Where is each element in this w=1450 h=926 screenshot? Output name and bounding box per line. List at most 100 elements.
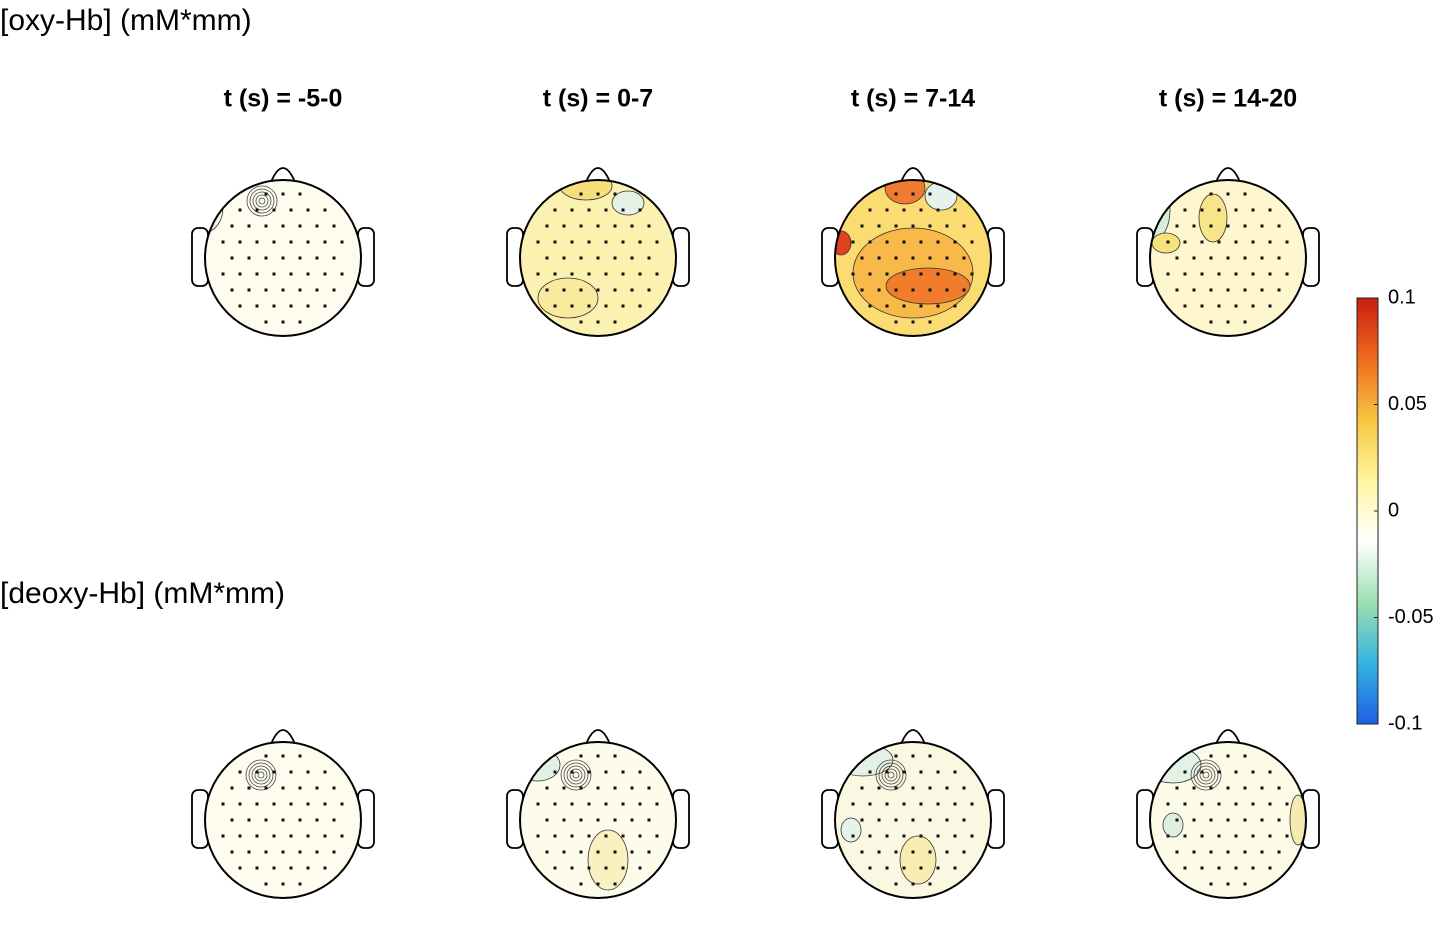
electrode xyxy=(255,208,259,212)
electrode xyxy=(647,288,651,292)
electrode xyxy=(1226,882,1230,886)
contour xyxy=(560,759,592,791)
electrode xyxy=(613,754,617,758)
electrode xyxy=(1175,288,1179,292)
electrode xyxy=(298,256,302,260)
electrode xyxy=(306,208,310,212)
electrode xyxy=(570,304,574,308)
electrode xyxy=(264,786,268,790)
electrode xyxy=(1243,882,1247,886)
electrode xyxy=(911,850,915,854)
electrode xyxy=(953,304,957,308)
contour xyxy=(245,759,277,791)
electrode xyxy=(1234,866,1238,870)
row-label: [deoxy-Hb] (mM*mm) xyxy=(0,577,285,610)
head xyxy=(191,729,375,899)
colorbar-label: -0.05 xyxy=(1388,606,1434,628)
electrode xyxy=(255,866,259,870)
electrode xyxy=(902,802,906,806)
electrode xyxy=(613,256,617,260)
electrode xyxy=(221,272,225,276)
electrode xyxy=(1217,866,1221,870)
electrode xyxy=(860,818,864,822)
electrode xyxy=(936,770,940,774)
electrode xyxy=(1183,272,1187,276)
electrode xyxy=(596,850,600,854)
electrode xyxy=(1251,272,1255,276)
electrode xyxy=(621,272,625,276)
electrode xyxy=(272,770,276,774)
electrode xyxy=(298,224,302,228)
electrode xyxy=(928,320,932,324)
electrode xyxy=(860,256,864,260)
electrode xyxy=(1251,834,1255,838)
electrode xyxy=(1277,786,1281,790)
electrode xyxy=(264,754,268,758)
electrode xyxy=(604,272,608,276)
electrode xyxy=(264,192,268,196)
electrode xyxy=(613,882,617,886)
electrode xyxy=(638,834,642,838)
electrode xyxy=(1183,208,1187,212)
electrode xyxy=(928,818,932,822)
electrode xyxy=(1175,224,1179,228)
electrode xyxy=(340,272,344,276)
electrode xyxy=(894,754,898,758)
electrode xyxy=(238,272,242,276)
electrode xyxy=(1260,256,1264,260)
electrode xyxy=(936,834,940,838)
electrode xyxy=(1183,240,1187,244)
electrode xyxy=(264,256,268,260)
contour xyxy=(248,762,274,788)
electrode xyxy=(962,786,966,790)
electrode xyxy=(1268,208,1272,212)
electrode xyxy=(945,224,949,228)
electrode xyxy=(911,320,915,324)
map-blob xyxy=(884,180,926,205)
electrode xyxy=(928,224,932,228)
electrode xyxy=(323,272,327,276)
electrode xyxy=(315,288,319,292)
electrode xyxy=(604,208,608,212)
electrode xyxy=(221,834,225,838)
electrode xyxy=(272,240,276,244)
electrode xyxy=(953,208,957,212)
electrode xyxy=(587,208,591,212)
electrode xyxy=(570,802,574,806)
electrode xyxy=(553,272,557,276)
electrode xyxy=(230,786,234,790)
electrode xyxy=(1166,272,1170,276)
electrode xyxy=(868,866,872,870)
electrode xyxy=(885,240,889,244)
electrode xyxy=(911,754,915,758)
electrode xyxy=(1277,256,1281,260)
electrode xyxy=(911,882,915,886)
electrode xyxy=(264,224,268,228)
electrode xyxy=(545,288,549,292)
electrode xyxy=(562,850,566,854)
electrode xyxy=(562,288,566,292)
electrode xyxy=(553,802,557,806)
electrode xyxy=(1234,834,1238,838)
electrode xyxy=(928,754,932,758)
electrode xyxy=(1268,802,1272,806)
electrode xyxy=(851,240,855,244)
electrode xyxy=(630,224,634,228)
electrode xyxy=(621,208,625,212)
contour xyxy=(563,762,589,788)
electrode xyxy=(655,802,659,806)
electrode xyxy=(1192,288,1196,292)
electrode xyxy=(1268,770,1272,774)
electrode xyxy=(298,192,302,196)
electrode xyxy=(621,304,625,308)
contour xyxy=(569,768,583,782)
electrode xyxy=(962,224,966,228)
electrode xyxy=(281,256,285,260)
column-title: t (s) = 14-20 xyxy=(1159,85,1297,113)
electrode xyxy=(945,850,949,854)
electrode xyxy=(894,224,898,228)
electrode xyxy=(1226,192,1230,196)
electrode xyxy=(1243,818,1247,822)
electrode xyxy=(1192,224,1196,228)
electrode xyxy=(1209,818,1213,822)
